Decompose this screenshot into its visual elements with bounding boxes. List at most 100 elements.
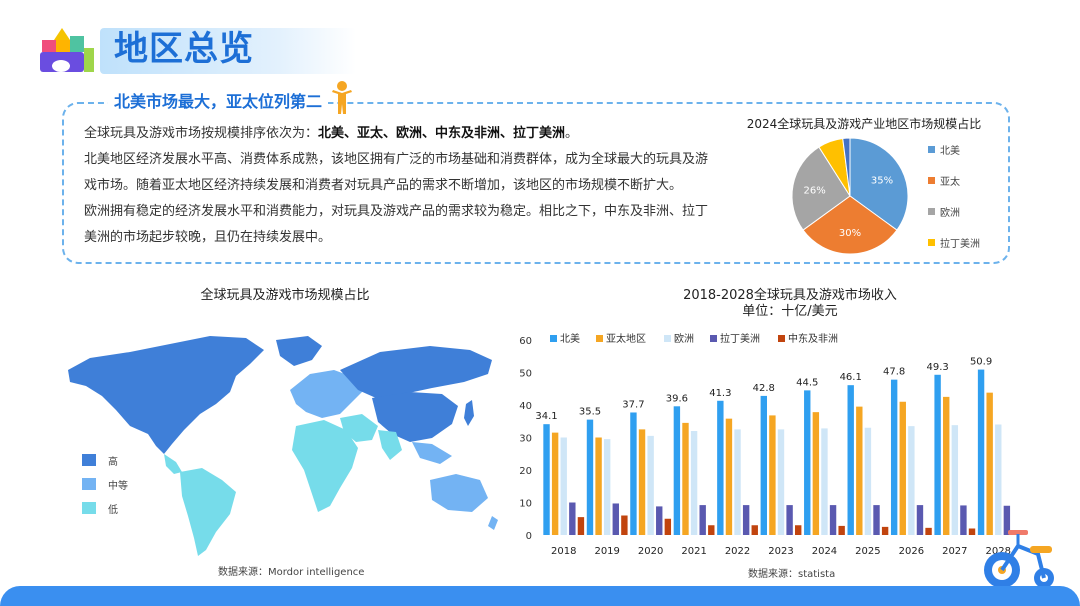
bar — [638, 429, 646, 535]
bar — [612, 503, 619, 535]
east-asia-shape — [372, 392, 458, 442]
bar-data-label: 39.6 — [666, 393, 688, 404]
bar-legend-swatch — [710, 335, 717, 342]
bar — [725, 418, 733, 535]
legend-swatch — [928, 208, 935, 215]
bar-data-label: 46.1 — [840, 372, 862, 383]
central-america-shape — [164, 454, 182, 474]
bar — [577, 517, 585, 535]
x-tick-label: 2027 — [942, 546, 967, 557]
bar — [821, 428, 828, 535]
bar — [908, 426, 915, 535]
pie-slice-label: 35% — [871, 176, 893, 187]
bar-legend-label: 中东及非洲 — [788, 332, 838, 345]
x-tick-label: 2019 — [594, 546, 619, 557]
bar-data-label: 49.3 — [926, 362, 948, 373]
bar — [595, 437, 602, 535]
north-asia-shape — [340, 346, 492, 398]
toy-blocks-icon — [40, 28, 94, 72]
bar — [864, 427, 872, 535]
x-tick-label: 2022 — [725, 546, 750, 557]
bar — [829, 505, 837, 535]
bar — [995, 424, 1002, 535]
bar-chart-source: 数据来源：statista — [748, 569, 836, 580]
legend-label: 低 — [108, 504, 118, 516]
person-icon — [332, 81, 352, 114]
bar-data-label: 41.3 — [709, 388, 731, 399]
bar — [856, 406, 863, 535]
bar-legend-label: 北美 — [560, 332, 580, 345]
europe-shape — [290, 370, 364, 418]
middle-east-shape — [340, 414, 378, 442]
pie-slice-label: 30% — [839, 228, 861, 239]
new-zealand-shape — [488, 516, 498, 530]
japan-shape — [464, 400, 474, 426]
bar — [586, 419, 594, 535]
bar — [760, 395, 767, 535]
bar — [734, 429, 741, 535]
bar — [777, 429, 785, 535]
bar-data-label: 35.5 — [579, 407, 601, 418]
south-america-shape — [180, 468, 236, 556]
bar — [960, 505, 967, 535]
y-tick-label: 0 — [526, 531, 532, 542]
bar — [977, 369, 985, 535]
africa-shape — [292, 420, 358, 512]
bar — [717, 400, 724, 535]
pie-legend-item: 北美 — [928, 134, 1008, 165]
tricycle-icon — [984, 530, 1054, 588]
legend-label: 拉丁美洲 — [940, 239, 980, 250]
bar-legend-swatch — [778, 335, 785, 342]
bar — [986, 392, 993, 535]
bar-data-label: 50.9 — [970, 357, 992, 368]
x-tick-label: 2024 — [812, 546, 837, 557]
bar — [951, 425, 959, 535]
map-source: 数据来源：Mordor intelligence — [218, 567, 365, 578]
x-tick-label: 2023 — [768, 546, 793, 557]
bar — [630, 412, 637, 535]
bar — [742, 505, 750, 535]
pie-chart-title: 2024全球玩具及游戏产业地区市场规模占比 — [746, 117, 982, 131]
bar — [673, 406, 681, 535]
map-title: 全球玩具及游戏市场规模占比 — [200, 288, 370, 303]
y-tick-label: 30 — [519, 434, 532, 445]
summary-subtitle: 北美市场最大，亚太位列第二 — [108, 90, 329, 114]
map-legend-item: 低 — [82, 496, 128, 520]
pie-legend-item: 欧洲 — [928, 196, 1008, 227]
bar — [812, 412, 820, 535]
page-title: 地区总览 — [114, 29, 254, 69]
bar — [682, 422, 689, 535]
map-legend: 高中等低 — [82, 448, 128, 520]
bar-legend-swatch — [664, 335, 671, 342]
legend-swatch — [82, 502, 96, 514]
bar — [751, 525, 758, 535]
bar — [690, 431, 698, 535]
summary-paragraph-1: 全球玩具及游戏市场按规模排序依次为：北美、亚太、欧洲、中东及非洲、拉丁美洲。 — [84, 126, 579, 141]
greenland-shape — [276, 336, 322, 366]
bar — [804, 390, 811, 535]
bar — [569, 502, 576, 535]
bar — [769, 415, 776, 535]
bar — [934, 374, 941, 535]
bar-chart-subtitle: 单位：十亿/美元 — [742, 304, 838, 319]
bar — [838, 525, 845, 535]
legend-label: 亚太 — [940, 177, 960, 188]
pie-slice-0 — [849, 137, 909, 231]
legend-label: 高 — [108, 456, 118, 468]
north-america-shape — [68, 336, 264, 454]
bar — [551, 432, 559, 535]
world-map — [68, 336, 498, 556]
pie-slice-label: 26% — [804, 185, 826, 196]
summary-paragraph-3-line-2: 美洲的市场起步较晚，且仍在持续发展中。 — [84, 230, 332, 245]
south-asia-shape — [378, 430, 402, 460]
bar-legend-swatch — [550, 335, 557, 342]
legend-swatch — [928, 146, 935, 153]
legend-label: 欧洲 — [940, 208, 960, 219]
bar-chart: 0 10 20 30 40 50 60 北美 亚太地区 欧洲 拉丁美洲 中东及非洲 34.1 2018 35… — [519, 332, 1019, 557]
bar — [916, 505, 924, 535]
pie-slice-4 — [842, 137, 851, 197]
bar-chart-title: 2018-2028全球玩具及游戏市场收入 — [683, 288, 897, 303]
legend-label: 北美 — [940, 146, 960, 157]
australia-shape — [430, 474, 488, 512]
bar — [943, 396, 950, 535]
